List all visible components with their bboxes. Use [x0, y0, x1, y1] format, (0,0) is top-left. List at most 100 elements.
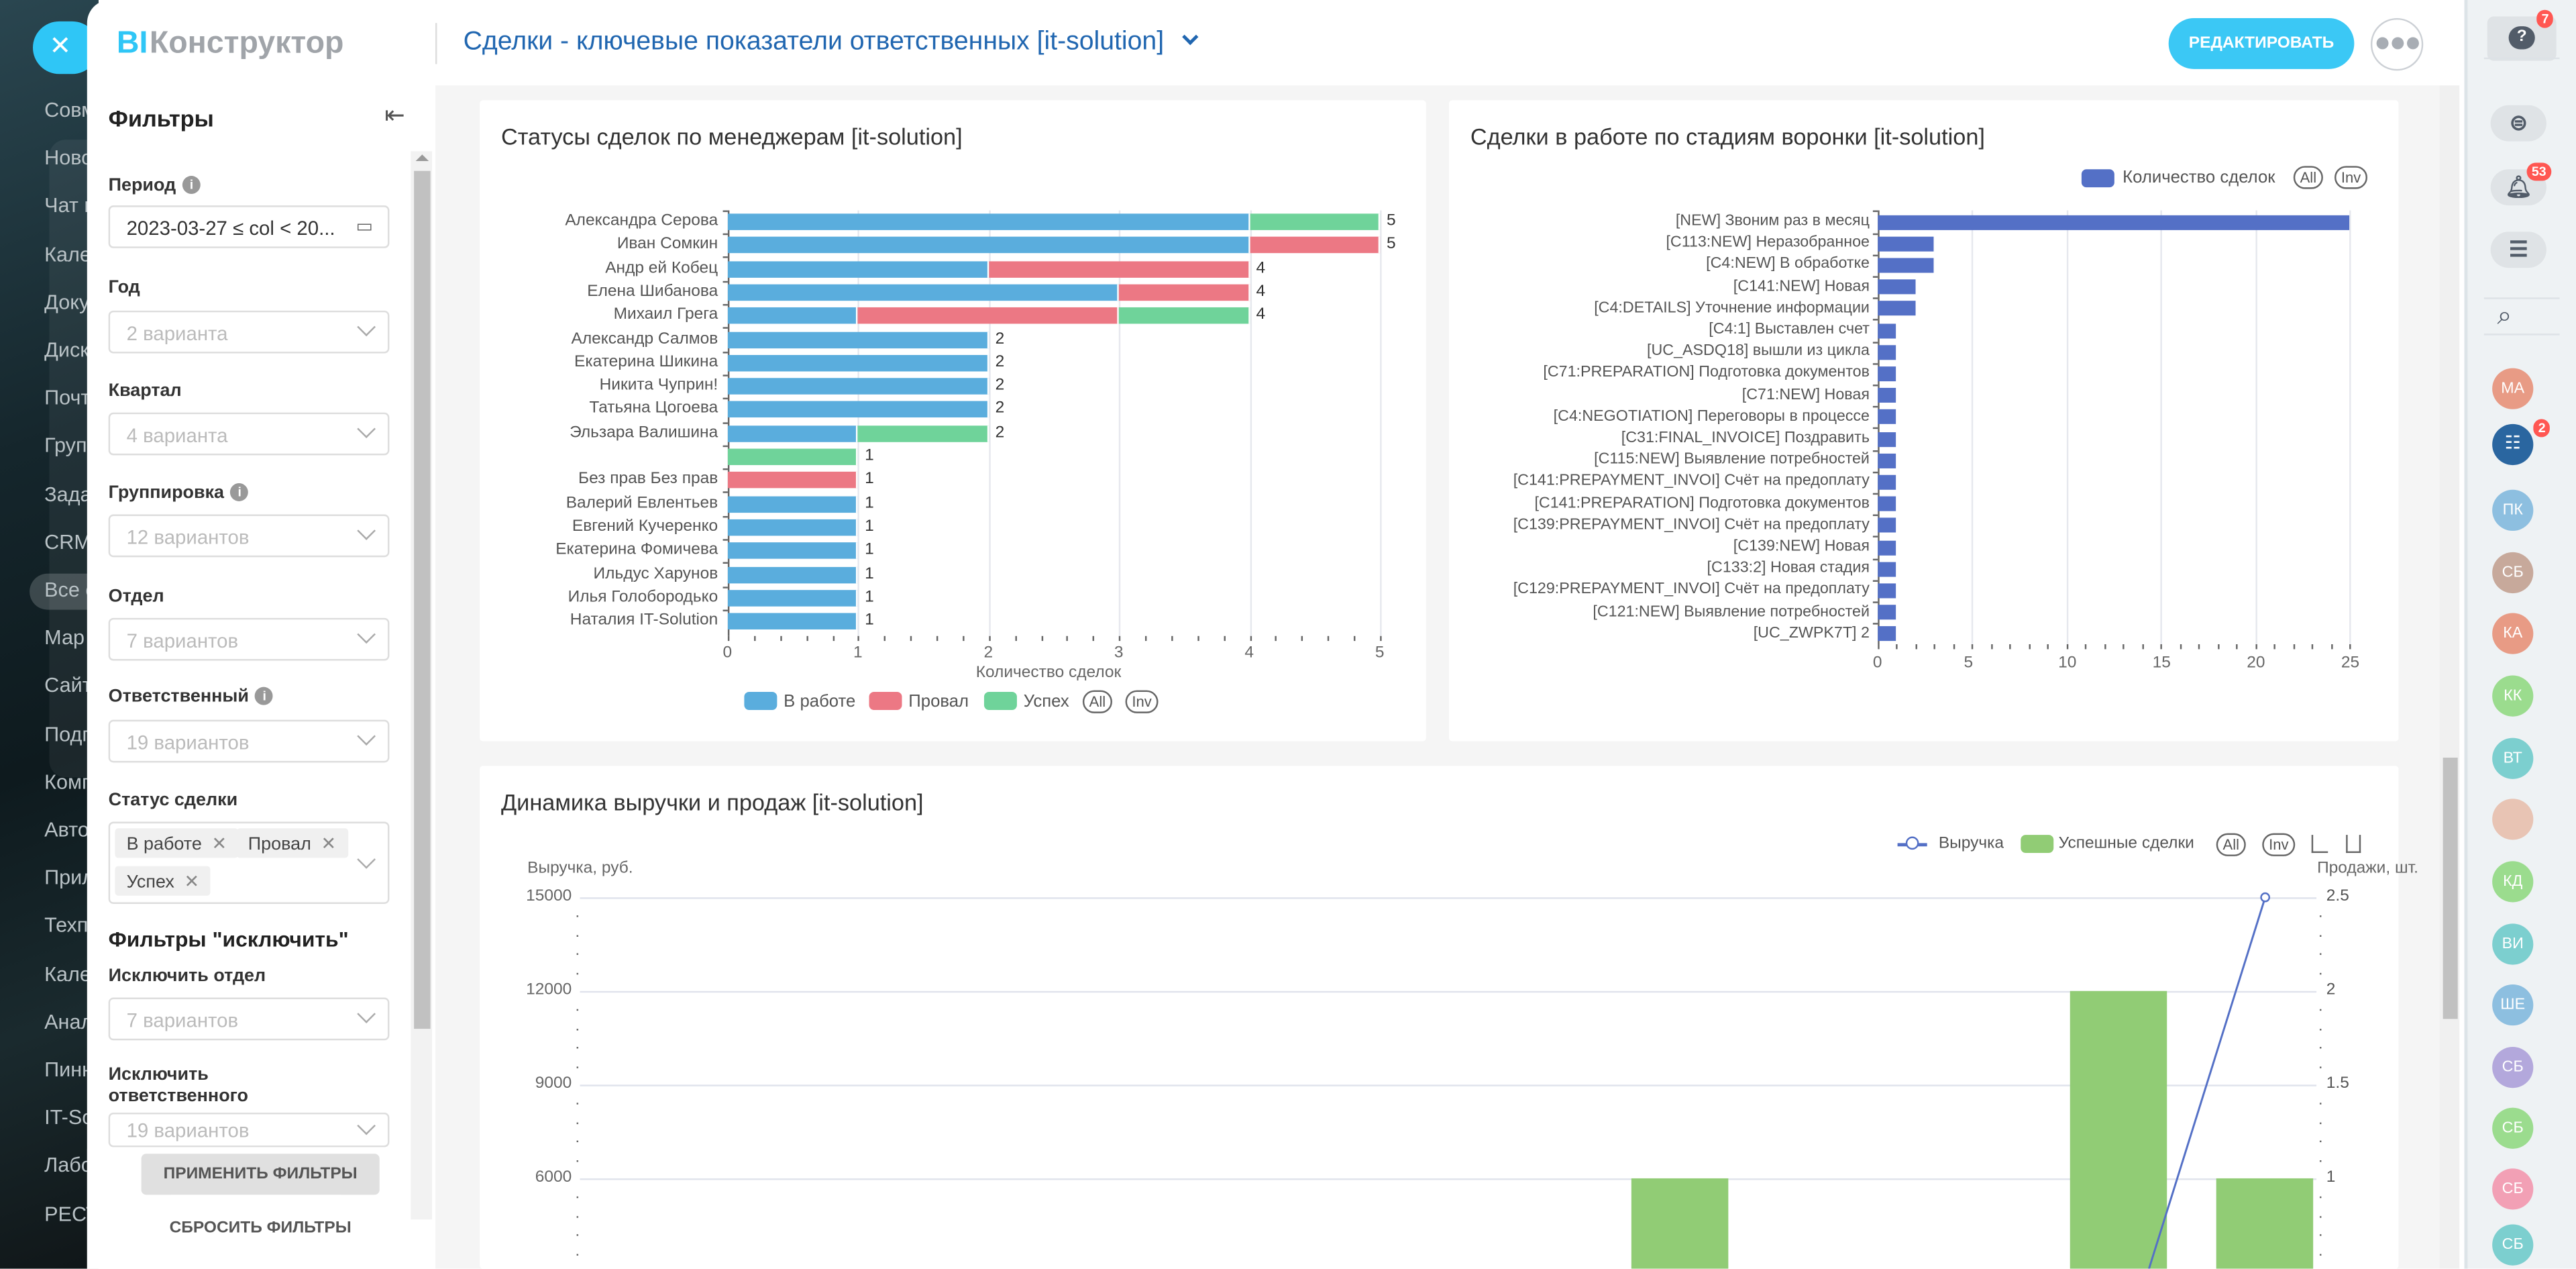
- bar-segment-in-work[interactable]: [727, 213, 1250, 230]
- user-avatar[interactable]: СБ: [2492, 1224, 2534, 1266]
- bar-segment-in-work[interactable]: [727, 401, 989, 419]
- bar[interactable]: [1878, 431, 1897, 446]
- menu-item[interactable]: Ново: [44, 146, 93, 170]
- legend-swatch[interactable]: [983, 692, 1017, 710]
- reset-filters-button[interactable]: СБРОСИТЬ ФИЛЬТРЫ: [169, 1219, 352, 1238]
- bar-segment-in-work[interactable]: [727, 495, 859, 513]
- legend-all-button[interactable]: All: [2216, 833, 2246, 856]
- legend-swatch[interactable]: [2021, 835, 2054, 854]
- menu-item[interactable]: Диск: [44, 338, 89, 362]
- bar[interactable]: [1878, 323, 1897, 338]
- user-avatar[interactable]: КК: [2492, 675, 2534, 717]
- search-icon[interactable]: ⌕: [2497, 302, 2512, 331]
- bar[interactable]: [1878, 236, 1935, 251]
- bar[interactable]: [1878, 409, 1897, 425]
- help-button[interactable]: ? 7: [2487, 9, 2557, 61]
- bar-segment-in-work[interactable]: [727, 519, 859, 536]
- user-avatar[interactable]: ВТ: [2492, 738, 2534, 779]
- remove-tag-icon[interactable]: ✕: [211, 835, 227, 855]
- legend-all-button[interactable]: All: [2293, 166, 2323, 189]
- sales-bar[interactable]: [1630, 1178, 1728, 1269]
- bar[interactable]: [1878, 626, 1897, 642]
- dashboard-title-select[interactable]: Сделки - ключевые показатели ответственн…: [464, 28, 1199, 58]
- responsible-select[interactable]: 19 вариантов: [108, 719, 390, 763]
- menu-item[interactable]: Техп: [44, 914, 89, 937]
- bar[interactable]: [1878, 388, 1897, 403]
- exclude-responsible-select[interactable]: 19 вариантов: [108, 1112, 390, 1148]
- status-tag[interactable]: В работе ✕: [115, 828, 239, 858]
- bar-segment-in-work[interactable]: [727, 589, 859, 607]
- legend-inv-button[interactable]: Inv: [2334, 166, 2368, 189]
- legend-swatch[interactable]: [744, 692, 777, 710]
- collapse-filters-icon[interactable]: ⇤: [384, 101, 405, 130]
- bar-segment-fail[interactable]: [988, 260, 1250, 277]
- bar[interactable]: [1878, 301, 1916, 316]
- notifications-button[interactable]: 🔔︎ 53: [2490, 162, 2552, 206]
- scroll-up-icon[interactable]: [415, 154, 429, 162]
- more-button[interactable]: ●●●: [2370, 17, 2424, 71]
- legend-label[interactable]: Успешные сделки: [2058, 835, 2194, 854]
- bar[interactable]: [1878, 344, 1897, 360]
- bar[interactable]: [1878, 561, 1897, 576]
- bar-segment-in-work[interactable]: [727, 378, 989, 395]
- user-avatar[interactable]: ШЕ: [2492, 984, 2534, 1026]
- apply-filters-button[interactable]: ПРИМЕНИТЬ ФИЛЬТРЫ: [141, 1154, 380, 1195]
- edit-button[interactable]: РЕДАКТИРОВАТЬ: [2168, 17, 2355, 69]
- menu-item[interactable]: Кале: [44, 242, 91, 266]
- status-tag[interactable]: Провал ✕: [236, 828, 348, 858]
- bar-segment-success[interactable]: [858, 425, 989, 442]
- bar[interactable]: [1878, 583, 1897, 599]
- menu-item[interactable]: Лабо: [44, 1154, 93, 1178]
- user-avatar[interactable]: ПК: [2492, 489, 2534, 531]
- legend-inv-button[interactable]: Inv: [2262, 833, 2296, 856]
- bar-segment-in-work[interactable]: [727, 237, 1250, 254]
- menu-item[interactable]: Анал: [44, 1010, 93, 1033]
- bar[interactable]: [1878, 540, 1897, 555]
- legend-label[interactable]: Провал: [908, 692, 969, 712]
- bar[interactable]: [1878, 366, 1897, 381]
- bar-segment-success[interactable]: [1249, 213, 1381, 230]
- bar-segment-in-work[interactable]: [727, 331, 989, 348]
- user-avatar[interactable]: СБ: [2492, 1047, 2534, 1088]
- menu-item[interactable]: Почт: [44, 386, 91, 410]
- menu-item[interactable]: Мар: [44, 626, 85, 650]
- menu-item[interactable]: Кале: [44, 962, 91, 986]
- user-avatar[interactable]: СБ: [2492, 552, 2534, 594]
- menu-item[interactable]: IT-So: [44, 1106, 94, 1129]
- messages-button[interactable]: ☰: [2490, 232, 2546, 268]
- main-scrollbar[interactable]: [2439, 85, 2460, 1269]
- menu-item[interactable]: Сайт: [44, 674, 92, 698]
- bar-segment-in-work[interactable]: [727, 613, 859, 630]
- main-scrollbar-thumb[interactable]: [2443, 757, 2458, 1019]
- menu-item[interactable]: Прил: [44, 866, 95, 890]
- bar-segment-fail[interactable]: [858, 307, 1120, 324]
- department-select[interactable]: 7 вариантов: [108, 617, 390, 661]
- user-avatar[interactable]: СБ: [2492, 1107, 2534, 1149]
- revenue-point[interactable]: [2260, 892, 2271, 903]
- group-chat-avatar[interactable]: ☷: [2492, 423, 2534, 466]
- filters-scrollbar-thumb[interactable]: [414, 170, 431, 1029]
- period-input[interactable]: 2023-03-27 ≤ col < 20... ▭: [108, 205, 390, 248]
- user-avatar[interactable]: ВИ: [2492, 923, 2534, 965]
- bar[interactable]: [1878, 453, 1897, 468]
- bar-segment-fail[interactable]: [1249, 237, 1381, 254]
- bar[interactable]: [1878, 518, 1897, 534]
- menu-item[interactable]: Подп: [44, 722, 93, 746]
- menu-item[interactable]: Зада: [44, 483, 92, 506]
- zoom-icon[interactable]: [2311, 835, 2328, 854]
- legend-line-icon[interactable]: [1897, 836, 1927, 850]
- exclude-department-select[interactable]: 7 вариантов: [108, 997, 390, 1041]
- sales-bar[interactable]: [2216, 1178, 2314, 1269]
- user-avatar[interactable]: СБ: [2492, 1168, 2534, 1210]
- bar[interactable]: [1878, 279, 1916, 295]
- legend-label[interactable]: Количество сделок: [2123, 167, 2275, 188]
- revenue-line-segment[interactable]: [2148, 897, 2267, 1269]
- legend-all-button[interactable]: All: [1082, 690, 1113, 713]
- bar-segment-in-work[interactable]: [727, 260, 989, 277]
- bar-segment-success[interactable]: [727, 448, 859, 466]
- bar[interactable]: [1878, 258, 1935, 273]
- legend-swatch[interactable]: [2081, 169, 2114, 188]
- legend-label[interactable]: Выручка: [1938, 835, 2004, 854]
- user-avatar-photo[interactable]: [2492, 799, 2534, 840]
- legend-label[interactable]: Успех: [1023, 692, 1069, 712]
